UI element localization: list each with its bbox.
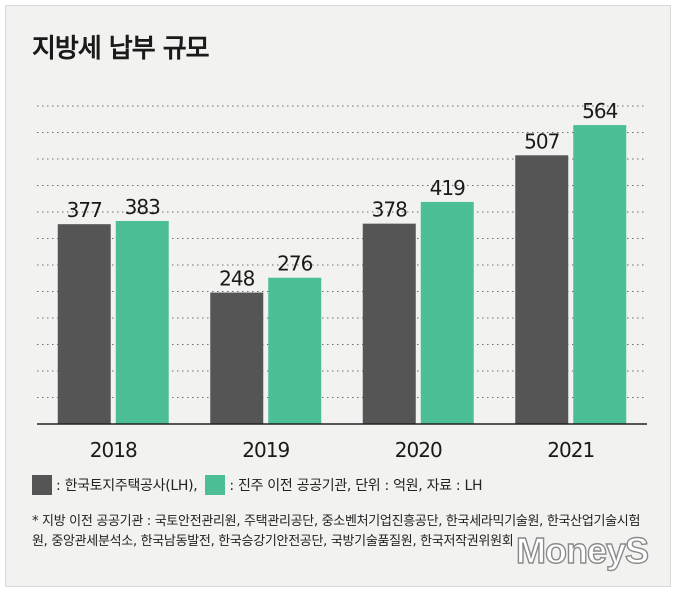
moneys-logo: MoneyS [515, 529, 649, 571]
bar-lh-2019 [210, 292, 264, 424]
bar-chart: 377 383 2018 248 276 2019 378 419 2020 507 564 2021 [37, 99, 647, 462]
data-label-lh-2018: 377 [67, 198, 102, 222]
data-label-jinju-2020: 419 [430, 176, 465, 200]
data-label-jinju-2018: 383 [125, 195, 160, 219]
bar-jinju-2019 [268, 277, 322, 424]
bar-lh-2021 [515, 155, 569, 425]
bar-jinju-2018 [115, 221, 169, 424]
data-label-jinju-2019: 276 [277, 252, 312, 276]
bar-lh-2020 [362, 223, 416, 424]
legend-swatch-lh [32, 475, 52, 495]
legend-swatch-jinju [205, 475, 226, 495]
chart-title: 지방세 납부 규모 [32, 34, 210, 64]
footnote: * 지방 이전 공공기관 : 국토안전관리원, 주택관리공단, 중소벤처기업진흥… [32, 514, 641, 549]
legend-label-jinju: : 진주 이전 공공기관, 단위 : 억원, 자료 : LH [229, 478, 483, 494]
data-label-jinju-2021: 564 [582, 99, 617, 123]
chart-card: 지방세 납부 규모 377 383 2018 248 276 2019 378 419 2020… [5, 5, 671, 587]
bar-jinju-2021 [573, 125, 627, 424]
x-tick-label-2020: 2020 [395, 438, 442, 462]
x-tick-label-2018: 2018 [90, 438, 137, 462]
x-tick-label-2021: 2021 [547, 438, 594, 462]
data-label-lh-2019: 248 [219, 267, 254, 291]
legend-label-lh: : 한국토지주택공사(LH), [56, 478, 198, 494]
bar-jinju-2020 [420, 201, 474, 424]
data-label-lh-2021: 507 [524, 129, 559, 153]
data-label-lh-2020: 378 [372, 198, 407, 222]
x-tick-label-2019: 2019 [242, 438, 289, 462]
legend: : 한국토지주택공사(LH), : 진주 이전 공공기관, 단위 : 억원, 자… [32, 474, 490, 496]
bar-lh-2018 [57, 224, 111, 424]
